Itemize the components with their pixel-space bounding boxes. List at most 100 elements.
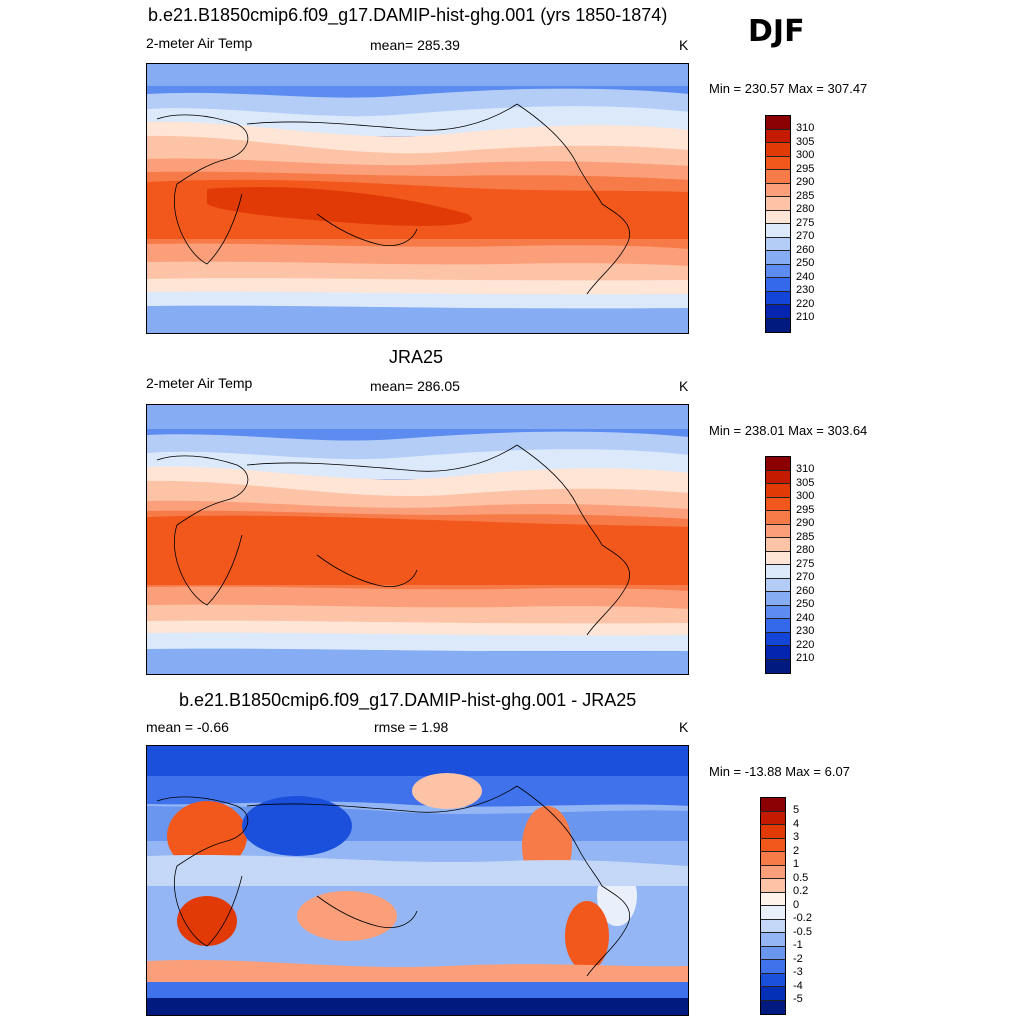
colorbar-tick-label: 250 — [796, 257, 815, 269]
colorbar-swatch — [761, 987, 785, 1001]
colorbar-tick-label: 3 — [793, 831, 800, 843]
colorbar-swatch — [766, 592, 790, 606]
colorbar-tick-label: -5 — [793, 993, 803, 1005]
colorbar-swatch — [766, 565, 790, 579]
colorbar-tick-label: 240 — [796, 270, 815, 283]
panel3-min-max: Min = -13.88 Max = 6.07 — [709, 764, 850, 779]
colorbar-tick-label: 285 — [796, 530, 815, 543]
colorbar-tick-label: 275 — [796, 216, 815, 229]
colorbar-swatch — [766, 129, 790, 143]
colorbar-swatch — [761, 933, 785, 947]
panel3-rmse-label: rmse = 1.98 — [374, 719, 449, 735]
colorbar-swatch — [766, 470, 790, 484]
colorbar-swatch — [766, 551, 790, 565]
panel3-title: b.e21.B1850cmip6.f09_g17.DAMIP-hist-ghg.… — [179, 690, 637, 710]
panel3-unit: K — [679, 719, 689, 735]
colorbar-tick-label: 210 — [796, 311, 815, 323]
colorbar-tick-label: -4 — [793, 979, 803, 992]
colorbar-swatch — [761, 852, 785, 866]
colorbar-tick-label: 285 — [796, 189, 815, 202]
panel1-map — [146, 63, 689, 334]
panel1-mean-label: mean= 285.39 — [370, 37, 460, 53]
colorbar-tick-label: 305 — [796, 476, 815, 489]
panel2-map-field — [147, 405, 688, 674]
colorbar-swatch — [761, 798, 785, 812]
colorbar-swatch — [761, 960, 785, 974]
colorbar-swatch — [761, 865, 785, 879]
panel1-colorbar — [765, 115, 791, 333]
colorbar-swatch — [766, 538, 790, 552]
colorbar-swatch — [766, 524, 790, 538]
colorbar-tick-label: 0.5 — [793, 871, 809, 884]
panel2-map — [146, 404, 689, 675]
colorbar-tick-label: 280 — [796, 203, 815, 215]
colorbar-tick-label: -0.5 — [793, 925, 812, 938]
colorbar-swatch — [766, 197, 790, 211]
colorbar-tick-label: 305 — [796, 135, 815, 148]
colorbar-tick-label: 310 — [796, 463, 815, 475]
colorbar-tick-label: -3 — [793, 966, 803, 978]
colorbar-swatch — [766, 291, 790, 305]
colorbar-tick-label: 1 — [793, 858, 800, 870]
colorbar-swatch — [766, 183, 790, 197]
colorbar-swatch — [766, 170, 790, 184]
colorbar-swatch — [766, 224, 790, 238]
colorbar-swatch — [761, 838, 785, 852]
colorbar-tick-label: 220 — [796, 297, 815, 310]
colorbar-tick-label: 310 — [796, 122, 815, 134]
colorbar-swatch — [761, 919, 785, 933]
colorbar-swatch — [761, 906, 785, 920]
colorbar-tick-label: 295 — [796, 162, 815, 175]
colorbar-swatch — [766, 143, 790, 157]
colorbar-swatch — [766, 116, 790, 130]
panel1-variable-label: 2-meter Air Temp — [146, 35, 253, 51]
panel2-mean-label: mean= 286.05 — [370, 378, 460, 394]
panel1-unit: K — [679, 37, 689, 53]
colorbar-tick-label: 230 — [796, 284, 815, 296]
colorbar-tick-label: 290 — [796, 176, 815, 188]
colorbar-tick-label: 5 — [793, 804, 800, 816]
colorbar-tick-label: 210 — [796, 652, 815, 664]
colorbar-swatch — [766, 318, 790, 332]
colorbar-tick-label: 275 — [796, 557, 815, 570]
colorbar-swatch — [766, 278, 790, 292]
colorbar-tick-label: 220 — [796, 638, 815, 651]
panel3-map — [146, 745, 689, 1016]
colorbar-tick-label: -1 — [793, 939, 803, 951]
colorbar-tick-label: 4 — [793, 817, 800, 830]
colorbar-tick-label: 290 — [796, 517, 815, 529]
colorbar-tick-label: 270 — [796, 571, 815, 583]
colorbar-swatch — [766, 237, 790, 251]
colorbar-tick-label: 230 — [796, 625, 815, 637]
panel2-colorbar — [765, 456, 791, 674]
panel2-title: JRA25 — [389, 347, 444, 367]
colorbar-tick-label: 260 — [796, 584, 815, 597]
colorbar-swatch — [761, 973, 785, 987]
colorbar-tick-label: 0.2 — [793, 885, 809, 897]
colorbar-tick-label: 300 — [796, 149, 815, 161]
colorbar-swatch — [766, 659, 790, 673]
colorbar-swatch — [761, 946, 785, 960]
colorbar-swatch — [766, 484, 790, 498]
panel2-variable-label: 2-meter Air Temp — [146, 375, 253, 391]
colorbar-swatch — [761, 892, 785, 906]
colorbar-swatch — [761, 879, 785, 893]
colorbar-swatch — [766, 251, 790, 265]
panel1-map-field — [147, 64, 688, 333]
panel2-min-max: Min = 238.01 Max = 303.64 — [709, 423, 868, 438]
colorbar-swatch — [766, 632, 790, 646]
colorbar-swatch — [766, 578, 790, 592]
panel1-min-max: Min = 230.57 Max = 307.47 — [709, 81, 868, 96]
season-label: DJF — [748, 14, 805, 49]
colorbar-tick-label: 280 — [796, 544, 815, 556]
colorbar-swatch — [766, 511, 790, 525]
colorbar-swatch — [766, 605, 790, 619]
panel3-mean-label: mean = -0.66 — [146, 719, 229, 735]
colorbar-swatch — [766, 210, 790, 224]
panel3-colorbar — [760, 797, 786, 1015]
colorbar-tick-label: 240 — [796, 611, 815, 624]
colorbar-tick-label: 270 — [796, 230, 815, 242]
panel3-map-field — [147, 746, 688, 1015]
colorbar-swatch — [766, 457, 790, 471]
colorbar-swatch — [766, 646, 790, 660]
